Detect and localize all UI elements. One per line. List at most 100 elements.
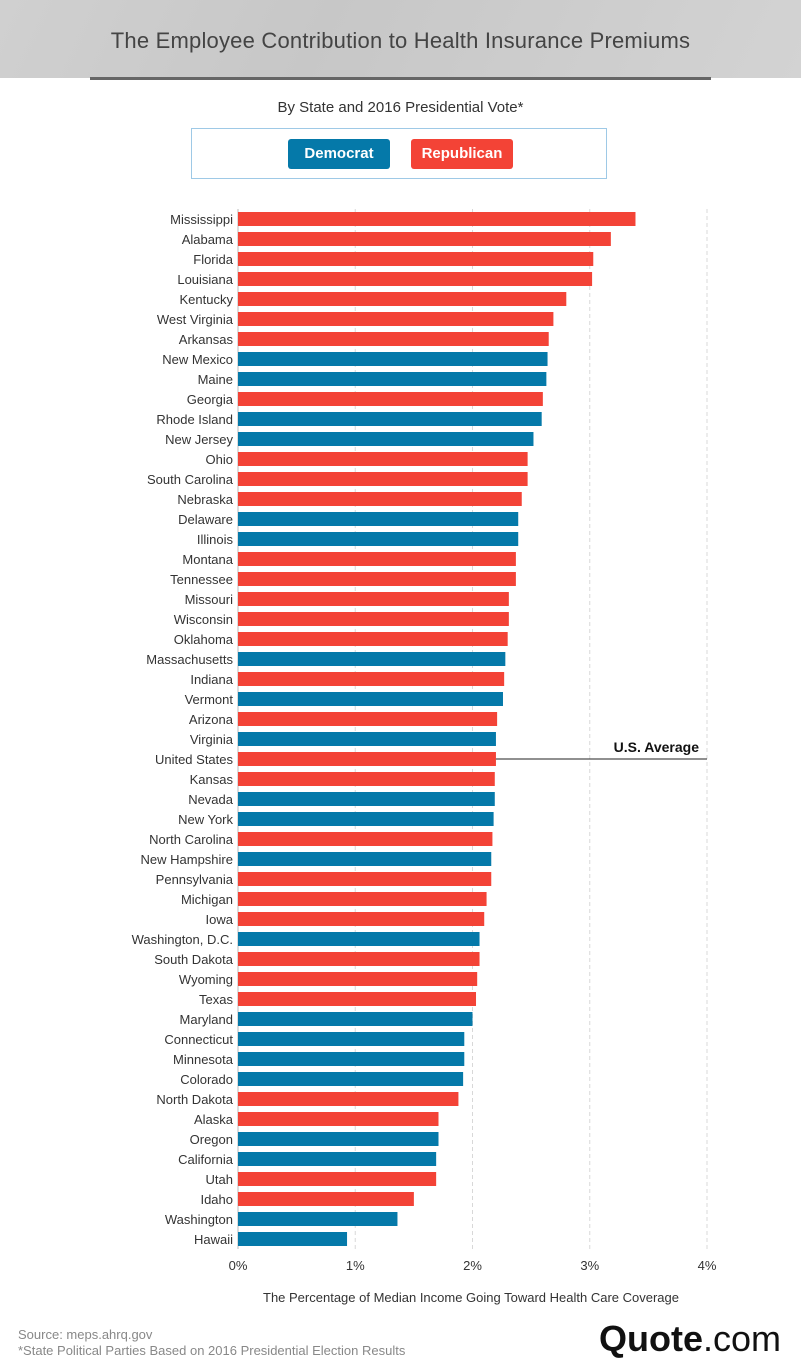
x-axis-label: The Percentage of Median Income Going To…: [263, 1290, 679, 1305]
category-label: Virginia: [190, 732, 234, 747]
category-label: Michigan: [181, 892, 233, 907]
x-tick-label: 1%: [346, 1258, 365, 1273]
bar: [238, 212, 636, 226]
header-band: [0, 0, 801, 78]
category-label: Pennsylvania: [156, 872, 234, 887]
bar-chart: Mississippi Alabama Florida Louisiana Kentuc…: [132, 209, 717, 1273]
category-label: Vermont: [185, 692, 234, 707]
bar: [238, 1092, 459, 1106]
bar: [238, 532, 519, 546]
bar: [238, 732, 496, 746]
bar: [238, 812, 494, 826]
category-label: New Mexico: [162, 352, 233, 367]
category-label: Delaware: [178, 512, 233, 527]
category-label: California: [178, 1152, 234, 1167]
category-label: Massachusetts: [146, 652, 233, 667]
category-label: Arkansas: [179, 332, 234, 347]
category-label: South Carolina: [147, 472, 234, 487]
category-label: Alaska: [194, 1112, 234, 1127]
bar: [238, 1192, 414, 1206]
bar: [238, 792, 495, 806]
category-label: Indiana: [190, 672, 233, 687]
bar: [238, 652, 506, 666]
category-label: Georgia: [187, 392, 234, 407]
category-label: Nebraska: [177, 492, 233, 507]
category-label: Arizona: [189, 712, 234, 727]
bar: [238, 432, 534, 446]
category-label: Wyoming: [179, 972, 233, 987]
category-label: Mississippi: [170, 212, 233, 227]
bar: [238, 932, 480, 946]
category-label: Colorado: [180, 1072, 233, 1087]
bar: [238, 372, 547, 386]
bar: [238, 992, 477, 1006]
bar: [238, 712, 498, 726]
bar: [238, 1072, 464, 1086]
bar: [238, 1152, 437, 1166]
category-label: Alabama: [182, 232, 234, 247]
category-label: Washington: [165, 1212, 233, 1227]
bar: [238, 892, 487, 906]
bar: [238, 552, 516, 566]
x-tick-label: 3%: [580, 1258, 599, 1273]
chart-subtitle: By State and 2016 Presidential Vote*: [277, 99, 524, 116]
category-label: Illinois: [197, 532, 234, 547]
category-label: Iowa: [206, 912, 234, 927]
bar: [238, 1232, 348, 1246]
category-label: Kentucky: [180, 292, 234, 307]
bar: [238, 1032, 465, 1046]
category-label: Missouri: [185, 592, 234, 607]
bar: [238, 832, 493, 846]
legend-republican: Republican: [411, 139, 513, 169]
bar: [238, 1012, 473, 1026]
category-label: Wisconsin: [174, 612, 233, 627]
category-label: Texas: [199, 992, 233, 1007]
bar: [238, 1112, 439, 1126]
category-label: Maine: [198, 372, 233, 387]
bar: [238, 972, 478, 986]
category-label: Montana: [182, 552, 233, 567]
category-label: Maryland: [180, 1012, 233, 1027]
x-tick-label: 4%: [698, 1258, 717, 1273]
bar: [238, 252, 594, 266]
bar: [238, 772, 495, 786]
category-label: New Jersey: [165, 432, 233, 447]
category-label: Hawaii: [194, 1232, 233, 1247]
bar: [238, 872, 492, 886]
category-label: Washington, D.C.: [132, 932, 233, 947]
source-note: Source: meps.ahrq.gov: [18, 1327, 153, 1342]
category-label: Louisiana: [177, 272, 233, 287]
bar: [238, 912, 485, 926]
category-label: Nevada: [188, 792, 234, 807]
category-label: Oklahoma: [174, 632, 234, 647]
category-label: Ohio: [206, 452, 233, 467]
legend-democrat: Democrat: [288, 139, 390, 169]
bar: [238, 1132, 439, 1146]
header-divider: [90, 77, 711, 80]
category-label: Tennessee: [170, 572, 233, 587]
bar: [238, 452, 528, 466]
bar: [238, 612, 509, 626]
category-label: North Dakota: [156, 1092, 233, 1107]
logo-suffix-text: .com: [702, 1318, 781, 1359]
bar: [238, 632, 508, 646]
bar: [238, 512, 519, 526]
bar: [238, 572, 516, 586]
bar: [238, 1212, 398, 1226]
category-label: Idaho: [200, 1192, 233, 1207]
footnote: *State Political Parties Based on 2016 P…: [18, 1343, 406, 1358]
bar: [238, 312, 554, 326]
category-label: West Virginia: [157, 312, 234, 327]
category-label: Oregon: [190, 1132, 233, 1147]
average-label: U.S. Average: [614, 739, 700, 755]
bar: [238, 592, 509, 606]
bar: [238, 492, 522, 506]
category-label: South Dakota: [154, 952, 234, 967]
bar: [238, 352, 548, 366]
bar: [238, 692, 503, 706]
bar: [238, 232, 611, 246]
bar: [238, 472, 528, 486]
bar: [238, 852, 492, 866]
bar: [238, 672, 505, 686]
brand-logo: Quote.com: [599, 1318, 781, 1360]
